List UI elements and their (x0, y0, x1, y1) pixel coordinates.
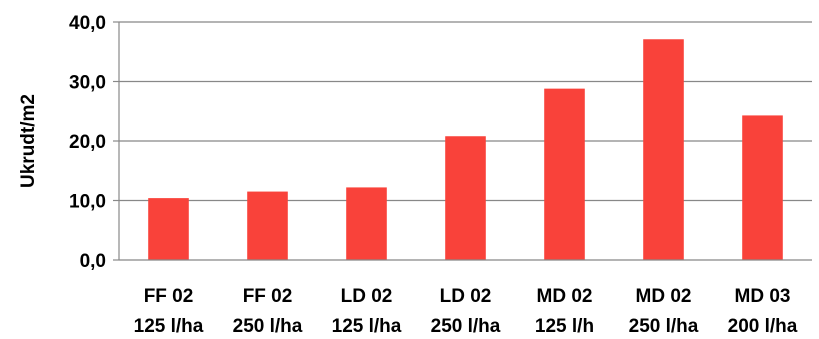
x-category-label: LD 02 125 l/ha (332, 286, 402, 337)
y-tick-label: 10,0 (69, 192, 106, 213)
x-category-label-line: 200 l/ha (728, 316, 798, 337)
bar (544, 88, 585, 260)
bar (346, 187, 387, 260)
y-tick-labels: 0,0 10,0 20,0 30,0 40,0 (69, 13, 106, 272)
y-axis-title: Ukrudt/m2 (18, 94, 39, 188)
bar (148, 198, 189, 260)
x-category-label: FF 02 250 l/ha (233, 286, 303, 337)
axes (113, 21, 812, 261)
x-category-label-line: FF 02 (144, 286, 194, 307)
x-category-label-line: 125 l/ha (332, 316, 402, 337)
x-category-label-line: LD 02 (440, 286, 492, 307)
x-category-label: FF 02 125 l/ha (134, 286, 204, 337)
x-category-label-line: 250 l/ha (233, 316, 303, 337)
x-category-label-line: 125 l/h (535, 316, 594, 337)
y-tick-label: 0,0 (80, 251, 106, 272)
bars (148, 39, 783, 260)
x-category-label-line: 250 l/ha (431, 316, 501, 337)
bar (742, 115, 783, 260)
x-category-label-line: 250 l/ha (629, 316, 699, 337)
y-tick-label: 40,0 (69, 13, 106, 34)
bar (247, 191, 288, 260)
x-category-label-line: LD 02 (341, 286, 393, 307)
x-category-label-line: MD 02 (636, 286, 692, 307)
x-category-label-line: FF 02 (243, 286, 293, 307)
x-category-label-line: 125 l/ha (134, 316, 204, 337)
x-category-label: MD 03 200 l/ha (728, 286, 798, 337)
bar (643, 39, 684, 260)
y-tick-label: 30,0 (69, 73, 106, 94)
x-category-label: LD 02 250 l/ha (431, 286, 501, 337)
x-category-label: MD 02 250 l/ha (629, 286, 699, 337)
y-tick-label: 20,0 (69, 132, 106, 153)
x-category-label: MD 02 125 l/h (535, 286, 594, 337)
x-category-label-line: MD 03 (735, 286, 791, 307)
bar (445, 136, 486, 260)
x-category-label-line: MD 02 (537, 286, 593, 307)
